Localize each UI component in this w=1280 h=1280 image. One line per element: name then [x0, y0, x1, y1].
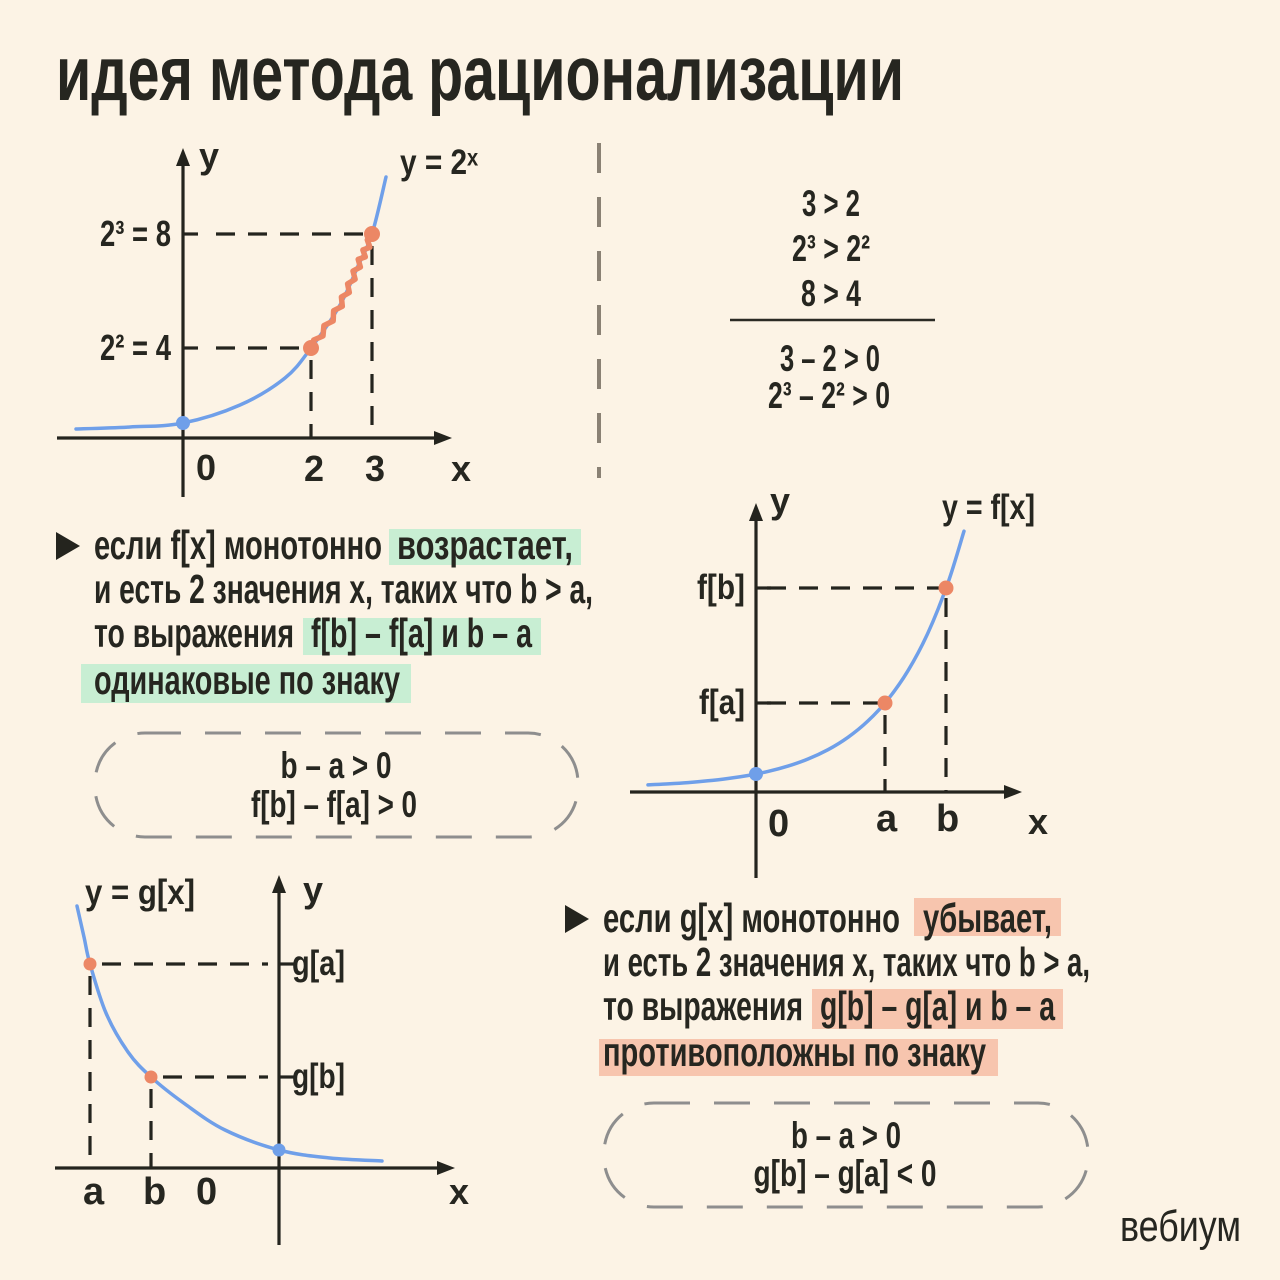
- svg-text:противоположны по знаку: противоположны по знаку: [603, 1029, 986, 1075]
- svg-text:то выражения: то выражения: [603, 983, 803, 1029]
- svg-text:g[b] – g[a] и b – a: g[b] – g[a] и b – a: [820, 983, 1056, 1029]
- svg-text:y = 2ˣ: y = 2ˣ: [400, 143, 478, 182]
- svg-text:и есть 2 значения x, таких что: и есть 2 значения x, таких что b > a,: [94, 566, 593, 612]
- svg-text:f[b]: f[b]: [697, 568, 745, 607]
- svg-text:x: x: [449, 1171, 469, 1212]
- svg-text:вебиум: вебиум: [1120, 1202, 1241, 1251]
- svg-text:2² = 4: 2² = 4: [100, 327, 171, 368]
- svg-text:g[a]: g[a]: [292, 944, 345, 983]
- svg-text:3 – 2 > 0: 3 – 2 > 0: [780, 338, 880, 379]
- svg-text:x: x: [1028, 801, 1048, 842]
- svg-text:x: x: [451, 448, 471, 489]
- svg-text:y: y: [199, 135, 219, 176]
- svg-text:возрастает,: возрастает,: [397, 522, 573, 568]
- svg-text:убывает,: убывает,: [923, 895, 1052, 941]
- svg-text:2³ > 2²: 2³ > 2²: [792, 228, 870, 269]
- svg-text:0: 0: [768, 803, 789, 845]
- svg-text:если f[x] монотонно: если f[x] монотонно: [94, 522, 382, 568]
- svg-text:y: y: [303, 869, 323, 910]
- svg-text:одинаковые по знаку: одинаковые по знаку: [94, 657, 400, 703]
- svg-text:b – a > 0: b – a > 0: [281, 745, 392, 786]
- svg-text:2³ – 2² > 0: 2³ – 2² > 0: [768, 375, 890, 416]
- svg-text:0: 0: [196, 447, 216, 488]
- svg-text:a: a: [876, 798, 898, 840]
- svg-text:и есть 2 значения x, таких что: и есть 2 значения x, таких что b > a,: [603, 939, 1090, 985]
- svg-text:y = g[x]: y = g[x]: [85, 873, 195, 912]
- svg-text:g[b]: g[b]: [292, 1057, 345, 1096]
- svg-text:b – a > 0: b – a > 0: [791, 1115, 901, 1156]
- svg-text:идея метода рационализации: идея метода рационализации: [56, 31, 904, 117]
- svg-text:y: y: [770, 480, 790, 521]
- svg-text:b: b: [936, 798, 959, 840]
- svg-text:3 > 2: 3 > 2: [802, 183, 860, 224]
- svg-text:f[a]: f[a]: [699, 683, 745, 722]
- svg-text:2: 2: [304, 448, 324, 489]
- svg-text:8 > 4: 8 > 4: [801, 273, 861, 314]
- svg-text:если g[x] монотонно: если g[x] монотонно: [603, 895, 900, 941]
- svg-text:b: b: [143, 1171, 166, 1213]
- svg-text:0: 0: [196, 1171, 217, 1213]
- svg-text:f[b] – f[a] > 0: f[b] – f[a] > 0: [251, 784, 417, 825]
- svg-text:f[b] – f[a] и b – a: f[b] – f[a] и b – a: [311, 610, 533, 656]
- svg-text:g[b] – g[a] < 0: g[b] – g[a] < 0: [754, 1153, 937, 1194]
- svg-text:a: a: [83, 1171, 105, 1213]
- svg-text:y = f[x]: y = f[x]: [942, 488, 1035, 527]
- svg-text:2³ = 8: 2³ = 8: [100, 213, 171, 254]
- svg-text:3: 3: [365, 448, 385, 489]
- svg-text:то выражения: то выражения: [94, 610, 294, 656]
